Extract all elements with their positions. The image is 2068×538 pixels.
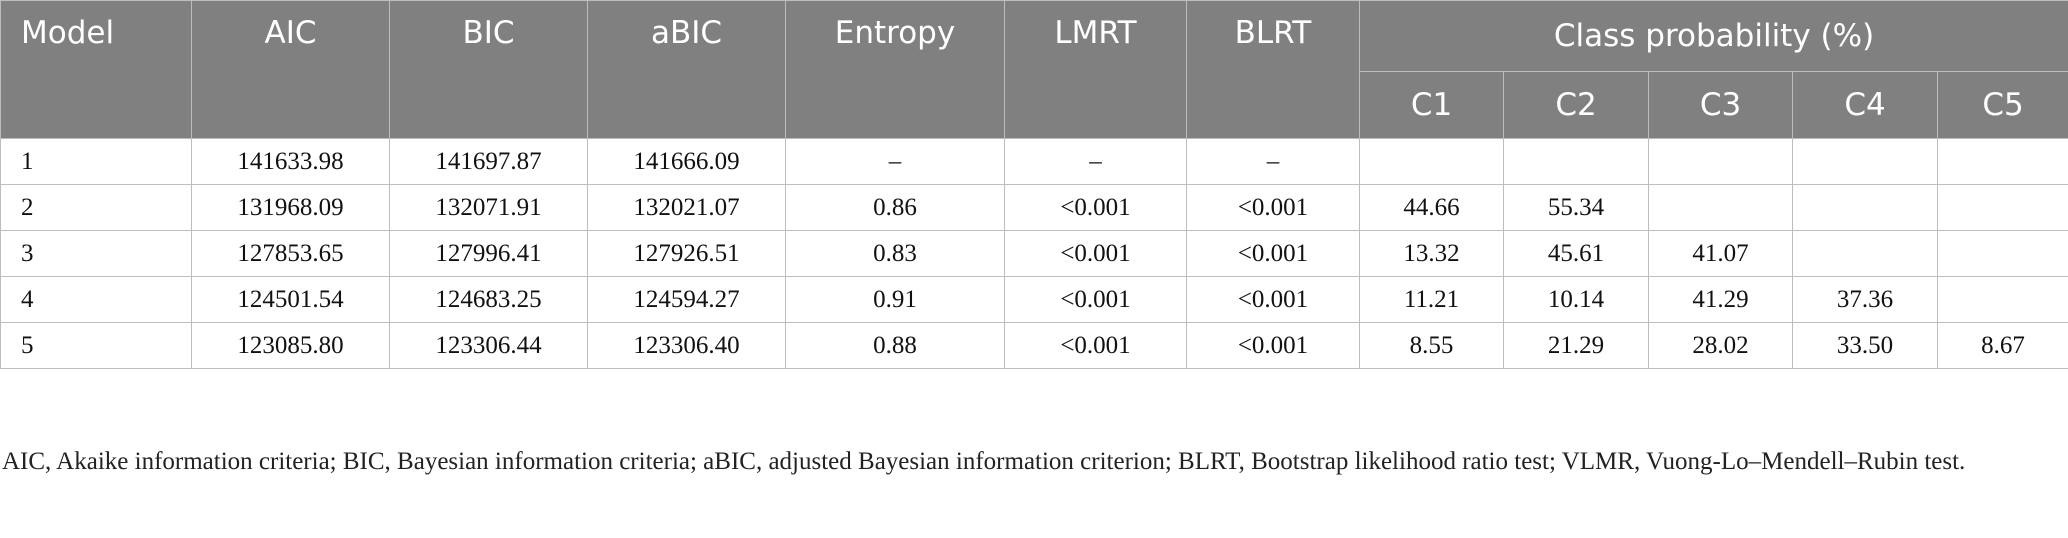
cell-abic: 127926.51 — [587, 230, 786, 277]
cell-c2: 10.14 — [1503, 276, 1649, 323]
cell-c3 — [1648, 184, 1793, 231]
header-c1: C1 — [1359, 71, 1504, 139]
cell-blrt: <0.001 — [1186, 230, 1360, 277]
cell-bic: 132071.91 — [389, 184, 588, 231]
header-class-probability: Class probability (%) — [1358, 0, 2068, 72]
cell-blrt: <0.001 — [1186, 184, 1360, 231]
cell-c1: 8.55 — [1359, 322, 1504, 369]
cell-c1 — [1359, 138, 1504, 185]
table-footnote: AIC, Akaike information criteria; BIC, B… — [2, 448, 1966, 475]
header-entropy: Entropy — [785, 0, 1005, 139]
cell-aic: 141633.98 — [191, 138, 390, 185]
cell-c2: 21.29 — [1503, 322, 1649, 369]
cell-entropy: – — [785, 138, 1005, 185]
cell-c5 — [1936, 230, 2068, 277]
cell-c3: 28.02 — [1648, 322, 1793, 369]
cell-abic: 141666.09 — [587, 138, 786, 185]
cell-blrt: <0.001 — [1186, 322, 1360, 369]
header-bic: BIC — [389, 0, 588, 139]
cell-c1: 44.66 — [1359, 184, 1504, 231]
cell-bic: 127996.41 — [389, 230, 588, 277]
cell-lmrt: <0.001 — [1004, 184, 1187, 231]
cell-c5 — [1936, 184, 2068, 231]
cell-model: 4 — [0, 276, 192, 323]
cell-c4: 33.50 — [1792, 322, 1938, 369]
header-c4: C4 — [1792, 71, 1938, 139]
header-row: Model AIC BIC aBIC Entropy LMRT BLRT Cla… — [0, 0, 2068, 139]
cell-c4 — [1792, 184, 1938, 231]
cell-aic: 124501.54 — [191, 276, 390, 323]
cell-c4 — [1792, 230, 1938, 277]
cell-c3: 41.29 — [1648, 276, 1793, 323]
cell-entropy: 0.86 — [785, 184, 1005, 231]
model-fit-table: Model AIC BIC aBIC Entropy LMRT BLRT Cla… — [0, 0, 2068, 369]
cell-aic: 127853.65 — [191, 230, 390, 277]
results-table-container: Model AIC BIC aBIC Entropy LMRT BLRT Cla… — [0, 0, 2068, 369]
header-lmrt: LMRT — [1004, 0, 1187, 139]
cell-lmrt: <0.001 — [1004, 230, 1187, 277]
cell-lmrt: <0.001 — [1004, 322, 1187, 369]
header-blrt: BLRT — [1186, 0, 1360, 139]
cell-c2: 45.61 — [1503, 230, 1649, 277]
table-row: 5 123085.80 123306.44 123306.40 0.88 <0.… — [0, 322, 2068, 369]
cell-c5: 8.67 — [1936, 322, 2068, 369]
cell-blrt: <0.001 — [1186, 276, 1360, 323]
header-abic: aBIC — [587, 0, 786, 139]
cell-model: 5 — [0, 322, 192, 369]
table-row: 4 124501.54 124683.25 124594.27 0.91 <0.… — [0, 276, 2068, 323]
cell-c1: 11.21 — [1359, 276, 1504, 323]
cell-bic: 141697.87 — [389, 138, 588, 185]
header-model: Model — [0, 0, 192, 139]
cell-entropy: 0.91 — [785, 276, 1005, 323]
header-c2: C2 — [1503, 71, 1649, 139]
cell-c2: 55.34 — [1503, 184, 1649, 231]
cell-c5 — [1936, 138, 2068, 185]
subheader-row: C1 C2 C3 C4 C5 — [1, 71, 2068, 139]
table-row: 2 131968.09 132071.91 132021.07 0.86 <0.… — [0, 184, 2068, 231]
cell-model: 3 — [0, 230, 192, 277]
cell-aic: 131968.09 — [191, 184, 390, 231]
header-c5: C5 — [1936, 71, 2068, 139]
cell-c3: 41.07 — [1648, 230, 1793, 277]
cell-bic: 123306.44 — [389, 322, 588, 369]
cell-c4 — [1792, 138, 1938, 185]
cell-abic: 124594.27 — [587, 276, 786, 323]
cell-c4: 37.36 — [1792, 276, 1938, 323]
cell-abic: 132021.07 — [587, 184, 786, 231]
cell-aic: 123085.80 — [191, 322, 390, 369]
cell-model: 2 — [0, 184, 192, 231]
cell-abic: 123306.40 — [587, 322, 786, 369]
header-aic: AIC — [191, 0, 390, 139]
cell-c2 — [1503, 138, 1649, 185]
table-row: 1 141633.98 141697.87 141666.09 – – – — [0, 138, 2068, 185]
cell-lmrt: – — [1004, 138, 1187, 185]
cell-model: 1 — [0, 138, 192, 185]
cell-entropy: 0.83 — [785, 230, 1005, 277]
cell-blrt: – — [1186, 138, 1360, 185]
header-c3: C3 — [1648, 71, 1793, 139]
cell-bic: 124683.25 — [389, 276, 588, 323]
cell-entropy: 0.88 — [785, 322, 1005, 369]
cell-c5 — [1936, 276, 2068, 323]
cell-c1: 13.32 — [1359, 230, 1504, 277]
cell-lmrt: <0.001 — [1004, 276, 1187, 323]
table-row: 3 127853.65 127996.41 127926.51 0.83 <0.… — [0, 230, 2068, 277]
cell-c3 — [1648, 138, 1793, 185]
